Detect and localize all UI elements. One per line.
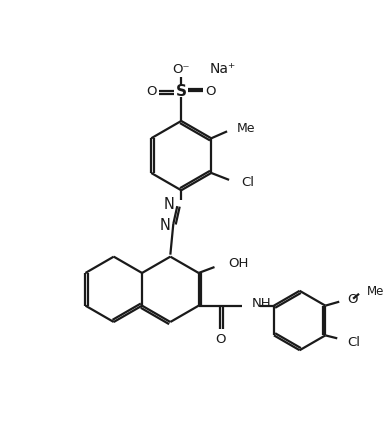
Text: Cl: Cl <box>241 177 254 189</box>
Text: S: S <box>176 84 187 99</box>
Text: O: O <box>206 85 216 98</box>
Text: O: O <box>347 293 358 306</box>
Text: Me: Me <box>367 285 384 298</box>
Text: NH: NH <box>252 297 272 310</box>
Text: N: N <box>164 197 175 212</box>
Text: O: O <box>146 85 157 98</box>
Text: Na⁺: Na⁺ <box>210 63 236 77</box>
Text: Me: Me <box>237 122 255 135</box>
Text: O⁻: O⁻ <box>173 63 190 76</box>
Text: N: N <box>160 219 171 233</box>
Text: OH: OH <box>228 257 249 269</box>
Text: Cl: Cl <box>347 336 360 349</box>
Text: O: O <box>215 333 226 346</box>
